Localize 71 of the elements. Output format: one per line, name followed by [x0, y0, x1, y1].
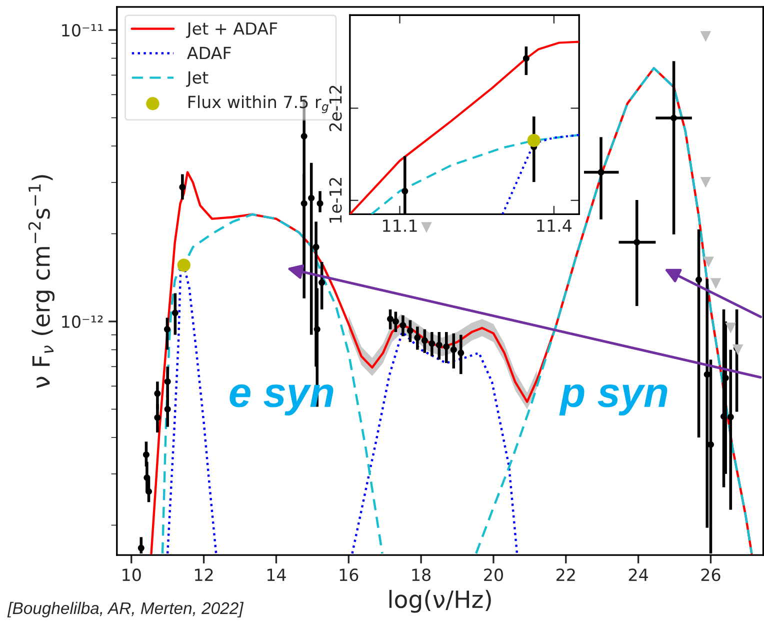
point: [421, 337, 428, 344]
x-axis-title: log(ν/Hz): [389, 590, 491, 613]
y-tick-label: 10⁻¹¹: [62, 24, 103, 37]
x-tick-label: 11.1: [383, 220, 417, 232]
annotation: e syn: [230, 384, 334, 416]
point: [300, 200, 308, 207]
annotation: p syn: [559, 384, 668, 416]
point: [700, 177, 712, 188]
legend-label: Jet: [186, 71, 208, 87]
point: [704, 371, 710, 378]
point: [670, 114, 678, 122]
x-tick-label: 16: [340, 568, 358, 582]
point: [443, 343, 450, 350]
point: [414, 334, 421, 341]
x-tick-label: 24: [628, 568, 648, 581]
point: [392, 318, 399, 325]
point: [421, 222, 432, 233]
point: [318, 279, 326, 286]
x-tick-label: 14: [267, 568, 286, 581]
point: [400, 322, 406, 329]
point: [164, 326, 170, 333]
point: [725, 322, 736, 334]
x-tick-label: 10: [122, 568, 141, 582]
y-tick-label: 2e-12: [329, 86, 342, 132]
point: [142, 451, 150, 458]
y-tick-label: 10⁻¹²: [62, 315, 103, 328]
line-series: [501, 134, 580, 214]
x-tick-label: 11.4: [537, 220, 572, 232]
point: [314, 326, 320, 333]
point: [720, 413, 728, 420]
x-tick-label: 22: [556, 568, 575, 581]
point: [172, 310, 178, 316]
point: [144, 474, 150, 481]
point: [154, 414, 161, 421]
point: [308, 194, 315, 202]
point: [406, 327, 414, 334]
point: [154, 390, 161, 397]
x-tick-label: 26: [701, 568, 720, 582]
point: [164, 378, 171, 385]
point: [138, 544, 144, 552]
point: [722, 374, 729, 382]
point: [436, 342, 442, 348]
legend-label: Flux within 7.5 r$_{g}$: [188, 95, 328, 114]
x-tick-label: 12: [195, 568, 213, 581]
y-axis-title: ν F$_{ν}$ (erg cm$^{−2}$s$^{−1}$): [28, 175, 55, 388]
point: [179, 184, 186, 190]
point: [387, 316, 394, 322]
line-series: [370, 134, 580, 214]
x-tick-label: 20: [484, 568, 503, 582]
point: [703, 256, 714, 268]
text: [Boughelilba, AR, Merten, 2022]: [7, 602, 244, 618]
point: [700, 31, 712, 42]
point: [428, 340, 436, 347]
point: [727, 414, 734, 420]
y-tick-label: 1e-12: [329, 178, 342, 223]
point: [300, 132, 308, 140]
x-tick-label: 18: [412, 568, 431, 582]
point: [598, 169, 604, 176]
point: [146, 488, 152, 495]
point: [710, 278, 722, 289]
legend-label: Jet + ADAF: [186, 22, 278, 38]
point: [634, 238, 640, 246]
point: [696, 276, 702, 284]
point: [732, 344, 744, 356]
point: [316, 200, 324, 207]
point: [312, 244, 320, 250]
point: [164, 406, 171, 412]
point: [450, 346, 457, 353]
legend-label: ADAF: [187, 46, 231, 60]
point: [177, 258, 190, 272]
point: [458, 350, 464, 356]
